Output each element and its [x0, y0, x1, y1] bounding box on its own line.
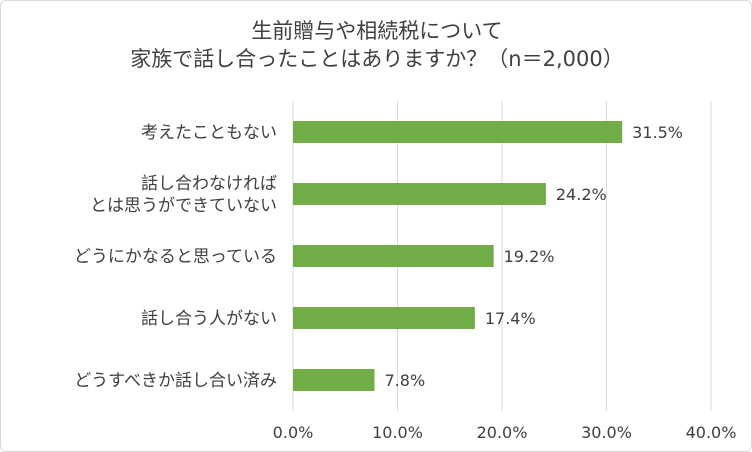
- data-label: 31.5%: [632, 123, 683, 142]
- x-tick-label: 10.0%: [372, 423, 423, 442]
- x-tick-label: 40.0%: [686, 423, 737, 442]
- data-label: 17.4%: [485, 309, 536, 328]
- chart-title-line-2: 家族で話し合ったことはありますか？（n＝2,000）: [130, 47, 624, 71]
- category-label: 話し合わなければ: [141, 174, 277, 194]
- bar: [293, 121, 623, 143]
- bar: [293, 369, 375, 391]
- bar: [293, 183, 546, 205]
- category-label: どうにかなると思っている: [74, 247, 277, 267]
- chart-title: 生前贈与や相続税について 家族で話し合ったことはありますか？（n＝2,000）: [1, 17, 751, 73]
- x-tick-label: 30.0%: [581, 423, 632, 442]
- x-tick-label: 0.0%: [273, 423, 314, 442]
- category-label: 考えたこともない: [141, 123, 277, 143]
- category-label: どうすべきか話し合い済み: [74, 371, 277, 391]
- category-label: とは思うができていない: [90, 196, 277, 216]
- bar: [293, 245, 494, 267]
- x-tick-label: 20.0%: [477, 423, 528, 442]
- bar: [293, 307, 475, 329]
- data-label: 19.2%: [504, 247, 555, 266]
- category-label: 話し合う人がない: [141, 309, 277, 329]
- data-label: 24.2%: [556, 185, 607, 204]
- data-label: 7.8%: [385, 371, 426, 390]
- chart-title-line-1: 生前贈与や相続税について: [251, 19, 503, 43]
